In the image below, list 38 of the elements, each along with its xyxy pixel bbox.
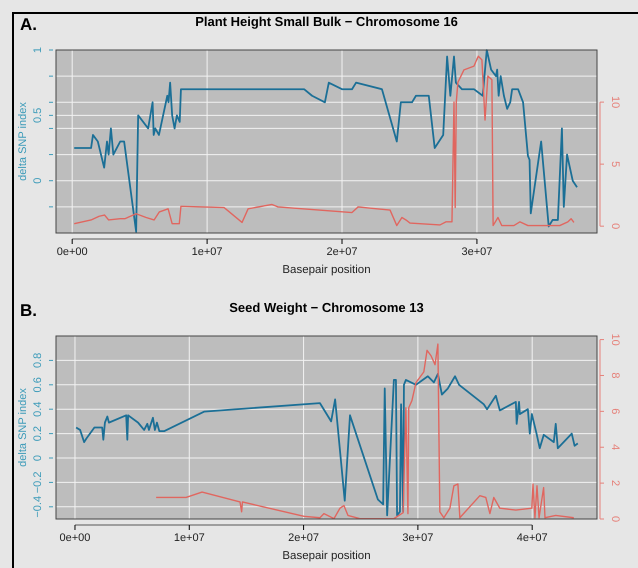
y-tick-label: −0.4 <box>32 496 44 518</box>
x-tick-label: 0e+00 <box>60 532 90 544</box>
x-axis-title: Basepair position <box>282 550 371 562</box>
y2-tick-label: 2 <box>609 480 621 486</box>
y-tick-label: 0.8 <box>32 352 44 368</box>
x-tick-label: 2e+07 <box>288 532 320 544</box>
chart-title: Plant Height Small Bulk − Chromosome 16 <box>195 14 458 29</box>
text: B. <box>20 301 37 320</box>
line-series <box>75 372 579 516</box>
y2-tick-label: 6 <box>609 408 621 414</box>
y-tick-label: 0 <box>32 178 44 184</box>
y-tick-label: 0.4 <box>32 402 44 417</box>
text: A. <box>20 15 37 34</box>
x-tick-label: 2e+07 <box>326 246 358 258</box>
y2-tick-label: 8 <box>609 372 621 379</box>
x-tick-label: 3e+07 <box>461 246 492 258</box>
y2-tick-label: 5 <box>609 161 621 168</box>
y-tick-label: 0.6 <box>32 377 44 392</box>
x-tick-label: 3e+07 <box>402 532 434 544</box>
y2-tick-label: 10 <box>609 96 621 108</box>
y2-tick-label: 10 <box>609 333 621 346</box>
y-axis-title: delta SNP index <box>17 102 29 181</box>
y-tick-label: 0.2 <box>32 426 44 442</box>
y2-tick-label: 0 <box>609 223 621 230</box>
y-axis-title: delta SNP index <box>17 388 29 467</box>
y-tick-label: −0.2 <box>32 472 44 494</box>
y-tick-label: 0 <box>32 454 44 462</box>
x-tick-label: 1e+07 <box>174 532 205 544</box>
y2-tick-label: 0 <box>609 516 621 522</box>
x-tick-label: 1e+07 <box>192 246 223 258</box>
x-tick-label: 4e+07 <box>516 532 548 544</box>
x-tick-label: 0e+00 <box>56 246 88 258</box>
line-series <box>155 343 574 520</box>
y2-tick-label: 4 <box>609 444 621 450</box>
y-tick-label: 1 <box>32 46 44 54</box>
x-axis-title: Basepair position <box>282 264 371 276</box>
chart-title: Seed Weight − Chromosome 13 <box>229 300 424 315</box>
y-tick-label: 0.5 <box>32 108 44 124</box>
